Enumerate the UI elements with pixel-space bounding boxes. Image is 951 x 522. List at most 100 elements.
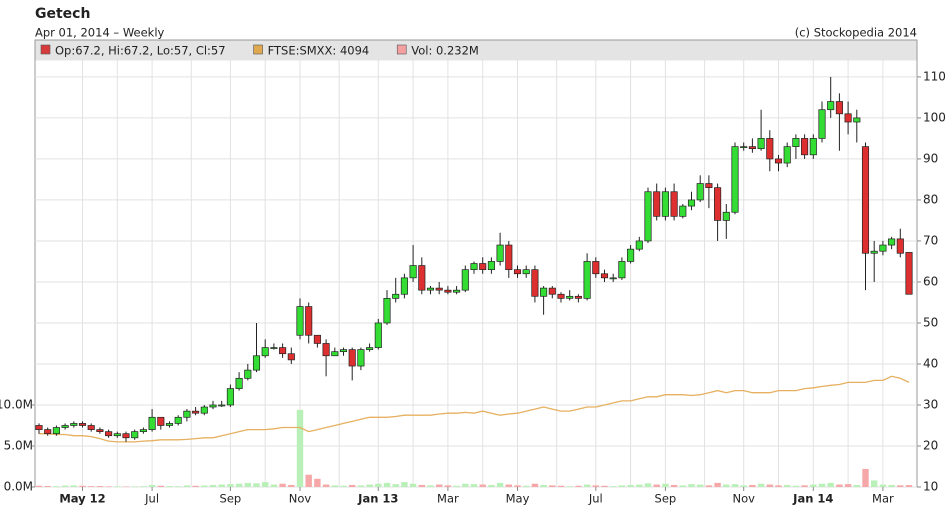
- y-tick-label: 20: [923, 438, 938, 452]
- candle-body: [113, 433, 121, 437]
- chart-title: Getech: [35, 6, 90, 22]
- candle-body: [888, 238, 896, 246]
- volume-bar: [357, 485, 365, 487]
- volume-bar: [53, 486, 60, 487]
- volume-bar: [488, 484, 495, 487]
- x-tick-label: May 12: [59, 492, 105, 506]
- volume-bar: [105, 486, 112, 487]
- candle-body: [714, 187, 722, 221]
- volume-bar: [583, 484, 591, 487]
- candle-body: [313, 334, 321, 344]
- candle-body: [44, 429, 52, 435]
- volume-bar: [818, 483, 826, 487]
- volume-bar: [253, 483, 260, 487]
- volume-bar: [331, 485, 338, 487]
- y-tick-label: 90: [923, 151, 938, 165]
- candle-body: [200, 406, 208, 414]
- candle-body: [35, 425, 43, 430]
- volume-bar: [784, 484, 791, 487]
- x-tick-label: Mar: [437, 492, 459, 506]
- volume-bar: [383, 482, 391, 487]
- candle-body: [557, 293, 565, 299]
- candle-body: [496, 244, 504, 262]
- volume-bar: [88, 486, 95, 487]
- y-tick-label: 50: [923, 315, 938, 329]
- volume-bar: [636, 484, 643, 487]
- volume-bar: [479, 484, 486, 487]
- volume-bar: [801, 485, 808, 487]
- volume-bar: [44, 486, 51, 487]
- candle-body: [731, 146, 739, 213]
- volume-bar: [122, 486, 130, 488]
- volume-bar: [401, 482, 408, 487]
- candle-body: [418, 265, 426, 291]
- volume-bar: [610, 486, 617, 487]
- volume-bar: [35, 485, 43, 487]
- candle-body: [687, 199, 696, 207]
- legend-label: Vol: 0.232M: [411, 44, 479, 58]
- volume-bar: [627, 484, 634, 487]
- candle-body: [661, 191, 669, 217]
- volume-bar: [888, 484, 895, 487]
- volume-bar: [697, 484, 704, 487]
- candle-body: [174, 416, 182, 424]
- volume-bar: [209, 484, 217, 487]
- volume-bar: [905, 485, 913, 487]
- volume-bar: [349, 484, 356, 487]
- candle-body: [766, 138, 774, 160]
- volume-bar: [523, 485, 530, 487]
- y-tick-label: 100: [923, 110, 946, 124]
- volume-bar: [705, 485, 713, 487]
- volume-bar: [749, 484, 756, 487]
- volume-bar: [262, 482, 269, 487]
- candle-body: [618, 261, 626, 279]
- candle-body: [192, 410, 200, 414]
- candle-body: [331, 351, 339, 357]
- volume-bar: [340, 485, 347, 487]
- candle-body: [566, 295, 574, 299]
- candle-body: [592, 261, 600, 275]
- candle-body: [400, 277, 408, 295]
- y-tick-label: 70: [923, 233, 938, 247]
- candle-body: [226, 388, 234, 406]
- candle-body: [131, 431, 139, 439]
- candle-body: [165, 423, 174, 426]
- candle-body: [148, 416, 156, 430]
- volume-bar: [575, 485, 582, 487]
- candle-body: [705, 183, 713, 188]
- volume-bar: [427, 485, 434, 487]
- x-tick-label: May: [506, 492, 530, 506]
- volume-bar: [183, 485, 191, 487]
- volume-bar: [444, 485, 452, 487]
- volume-bar: [670, 484, 678, 487]
- volume-bar: [723, 484, 730, 487]
- volume-bar: [531, 483, 539, 487]
- candle-body: [122, 433, 130, 439]
- volume-bar: [514, 485, 521, 487]
- candle-body: [627, 248, 635, 262]
- candle-body: [896, 238, 904, 254]
- volume-bar: [462, 483, 469, 487]
- candle-body: [835, 101, 843, 115]
- candle-body: [139, 429, 147, 432]
- candle-body: [87, 425, 95, 430]
- candle-body: [61, 425, 69, 428]
- volume-bar: [879, 484, 887, 487]
- candle-body: [426, 287, 435, 291]
- candle-body: [635, 240, 643, 250]
- volume-bar: [766, 484, 773, 487]
- candle-body: [235, 377, 243, 389]
- volume-bar: [366, 484, 373, 487]
- volume-bar: [644, 483, 652, 487]
- candle-body: [513, 269, 522, 275]
- volume-bar: [836, 484, 843, 487]
- source: (c) Stockopedia 2014: [795, 26, 917, 40]
- volume-bar: [244, 482, 251, 487]
- candle-body: [609, 277, 617, 280]
- candle-body: [653, 191, 661, 217]
- legend-label: FTSE:SMXX: 4094: [268, 44, 370, 58]
- candle-body: [583, 261, 591, 299]
- volume-bar: [61, 485, 69, 487]
- candle-body: [748, 146, 756, 150]
- volume-bar: [140, 486, 147, 487]
